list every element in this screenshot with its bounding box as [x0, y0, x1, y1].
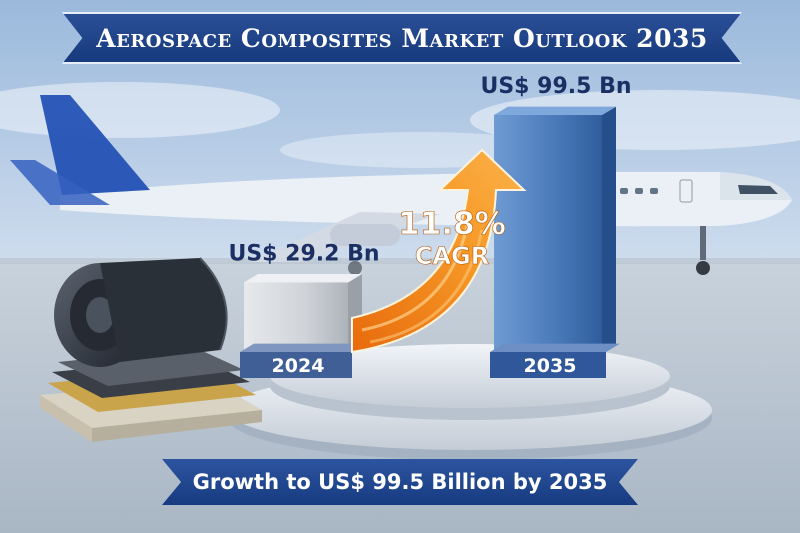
category-label-2024: 2024	[272, 355, 325, 377]
cagr-label: CAGR	[415, 242, 489, 270]
footer-banner: Growth to US$ 99.5 Billion by 2035	[162, 459, 638, 505]
value-label-2035: US$ 99.5 Bn	[480, 74, 631, 99]
bar-top-2035	[494, 106, 616, 116]
value-label-2024: US$ 29.2 Bn	[228, 241, 379, 266]
bar-group-2035: 2035 US$ 99.5 Bn	[480, 74, 632, 378]
title-banner: Aerospace Composites Market Outlook 2035	[62, 12, 742, 64]
cagr-value: 11.8%	[398, 206, 506, 242]
bar-base-2035	[490, 352, 606, 378]
bar-base-2024	[240, 352, 352, 378]
bar-2035	[494, 115, 602, 352]
bars-layer: 2024 US$ 29.2 Bn 2035 US$ 99.5 Bn	[228, 74, 632, 378]
bar-side-2035	[602, 106, 616, 352]
composite-material-stack	[40, 257, 262, 442]
bar-base-top-2035	[490, 343, 620, 352]
bar-group-2024: 2024 US$ 29.2 Bn	[228, 241, 380, 378]
chart-title: Aerospace Composites Market Outlook 2035	[96, 23, 708, 53]
footer-text: Growth to US$ 99.5 Billion by 2035	[192, 470, 608, 494]
bar-2024	[244, 282, 348, 352]
cagr-arrow: 11.8% CAGR	[351, 148, 527, 354]
bar-base-top-2024	[240, 343, 366, 352]
bar-top-2024	[244, 274, 362, 283]
podium	[228, 344, 712, 460]
category-label-2035: 2035	[524, 355, 577, 377]
